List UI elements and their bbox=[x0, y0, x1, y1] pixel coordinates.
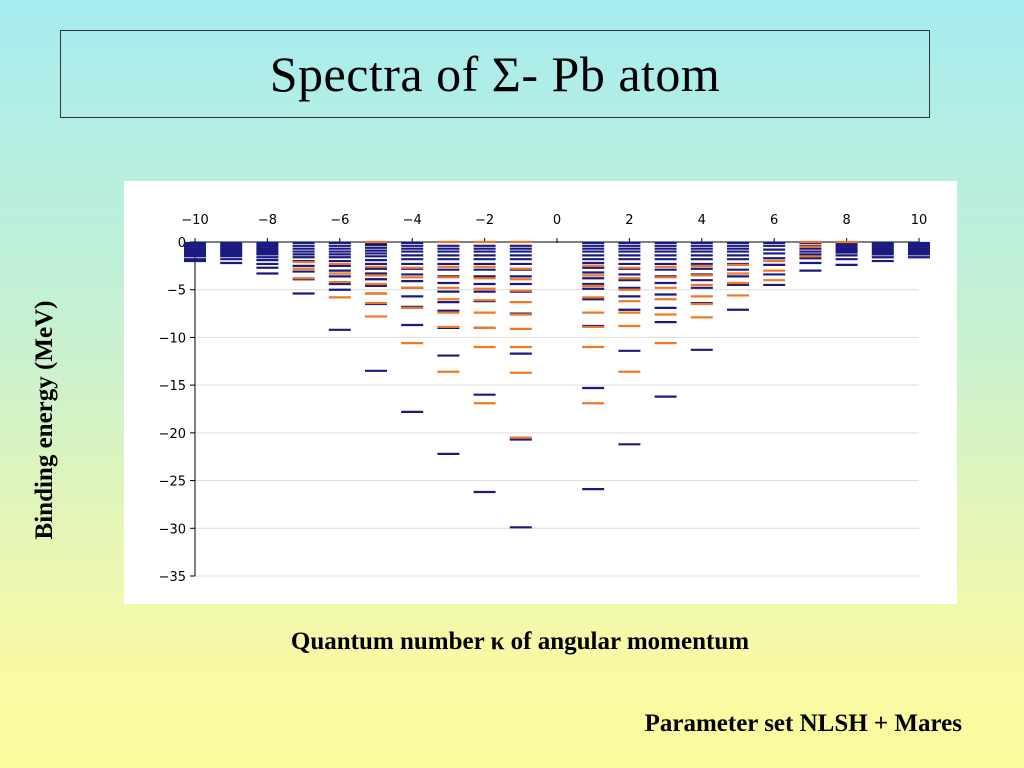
x-tick-label: 0 bbox=[553, 213, 561, 228]
x-tick-label: −6 bbox=[330, 213, 349, 228]
x-axis-label: Quantum number κ of angular momentum bbox=[290, 628, 750, 655]
mark-layer bbox=[184, 240, 930, 529]
x-tick-label: −4 bbox=[403, 213, 422, 228]
x-tick-label: −2 bbox=[475, 213, 494, 228]
slide-title: Spectra of Σ- Pb atom bbox=[269, 46, 721, 102]
axis-layer: 0−5−10−15−20−25−30−35−10 −8 −6 −4 −2 0 2 4 6 8 10 bbox=[159, 213, 928, 585]
x-tick-label: 6 bbox=[770, 213, 778, 228]
x-tick-label: 2 bbox=[625, 213, 633, 228]
y-tick-label: 0 bbox=[178, 236, 186, 251]
x-tick-label: −8 bbox=[258, 213, 277, 228]
chart-panel: 0 −5 −10 −15 −20 −25 −30 −35 −10 −8 −6 −4 −2 0 2 4 6 8 10 bbox=[124, 181, 957, 604]
parameter-footnote: Parameter set NLSH + Mares bbox=[644, 710, 962, 737]
title-box: Spectra of Σ- Pb atom bbox=[60, 30, 930, 118]
y-tick-label: −25 bbox=[159, 475, 186, 490]
y-axis-label: Binding energy (MeV) bbox=[31, 300, 58, 540]
chart-svg: 0−5−10−15−20−25−30−35−10 −8 −6 −4 −2 0 2 4 6 8 10 bbox=[159, 213, 930, 585]
y-tick-label: −35 bbox=[159, 570, 186, 585]
x-tick-label: −10 bbox=[181, 213, 208, 228]
grid-layer bbox=[195, 289, 919, 577]
x-tick-label: 8 bbox=[842, 213, 850, 228]
y-tick-label: −15 bbox=[159, 379, 186, 394]
y-tick-label: −30 bbox=[159, 522, 186, 537]
y-tick-label: −10 bbox=[159, 331, 186, 346]
y-tick-label: −5 bbox=[167, 284, 186, 299]
x-tick-label: 10 bbox=[911, 213, 928, 228]
x-tick-label: 4 bbox=[698, 213, 706, 228]
y-tick-label: −20 bbox=[159, 427, 186, 442]
